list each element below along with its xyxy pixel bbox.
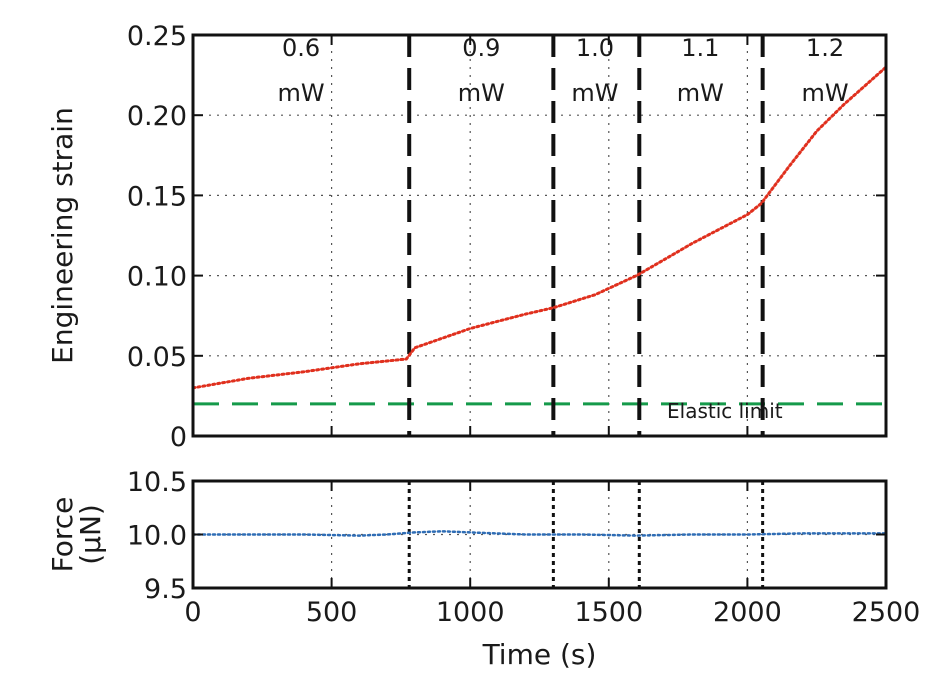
y-tick-label: 0.25	[127, 21, 187, 52]
elastic-limit-label: Elastic limit	[667, 399, 783, 423]
x-tick-label: 500	[306, 597, 358, 628]
strain-y-ticks: 0 0.05 0.10 0.15 0.20 0.25	[127, 21, 886, 453]
y-tick-label: 9.5	[144, 574, 187, 605]
power-band-unit: mW	[571, 79, 618, 107]
y-tick-label: 10.0	[127, 521, 187, 552]
y-tick-label: 0.15	[127, 181, 187, 212]
force-y-ticks: 9.5 10.0 10.5	[127, 467, 886, 605]
power-band-unit: mW	[677, 79, 724, 107]
x-tick-label: 2500	[852, 597, 921, 628]
power-band-value: 1.2	[806, 34, 844, 62]
force-y-axis-label-line1: Force	[46, 497, 79, 573]
force-series	[191, 530, 888, 537]
y-tick-label: 0	[170, 422, 187, 453]
power-band-value: 1.0	[576, 34, 614, 62]
series-line	[191, 530, 888, 537]
power-band-labels: 0.6 mW 0.9 mW 1.0 mW 1.1 mW 1.2 mW	[278, 34, 849, 107]
power-band-unit: mW	[278, 79, 325, 107]
strain-series	[191, 65, 888, 390]
strain-grid	[193, 35, 886, 436]
force-y-axis-label-line2: (μN)	[74, 504, 107, 565]
x-tick-label: 2000	[713, 597, 782, 628]
power-band-value: 1.1	[681, 34, 719, 62]
x-tick-label: 1500	[574, 597, 643, 628]
power-band-unit: mW	[458, 79, 505, 107]
force-dividers	[407, 481, 765, 588]
power-band-value: 0.9	[462, 34, 500, 62]
power-band-value: 0.6	[282, 34, 320, 62]
y-tick-label: 10.5	[127, 467, 187, 498]
y-tick-label: 0.05	[127, 342, 187, 373]
y-tick-label: 0.20	[127, 101, 187, 132]
strain-y-axis-label: Engineering strain	[46, 107, 79, 364]
y-tick-label: 0.10	[127, 262, 187, 293]
time-x-axis-label: Time (s)	[482, 638, 597, 671]
series-line	[191, 65, 888, 390]
power-band-unit: mW	[801, 79, 848, 107]
strain-dividers	[407, 35, 765, 436]
x-tick-label: 1000	[436, 597, 505, 628]
strain-plot-frame	[191, 33, 888, 438]
time-x-ticks: 0 500 1000 1500 2000 2500	[184, 35, 920, 628]
x-tick-label: 0	[184, 597, 201, 628]
